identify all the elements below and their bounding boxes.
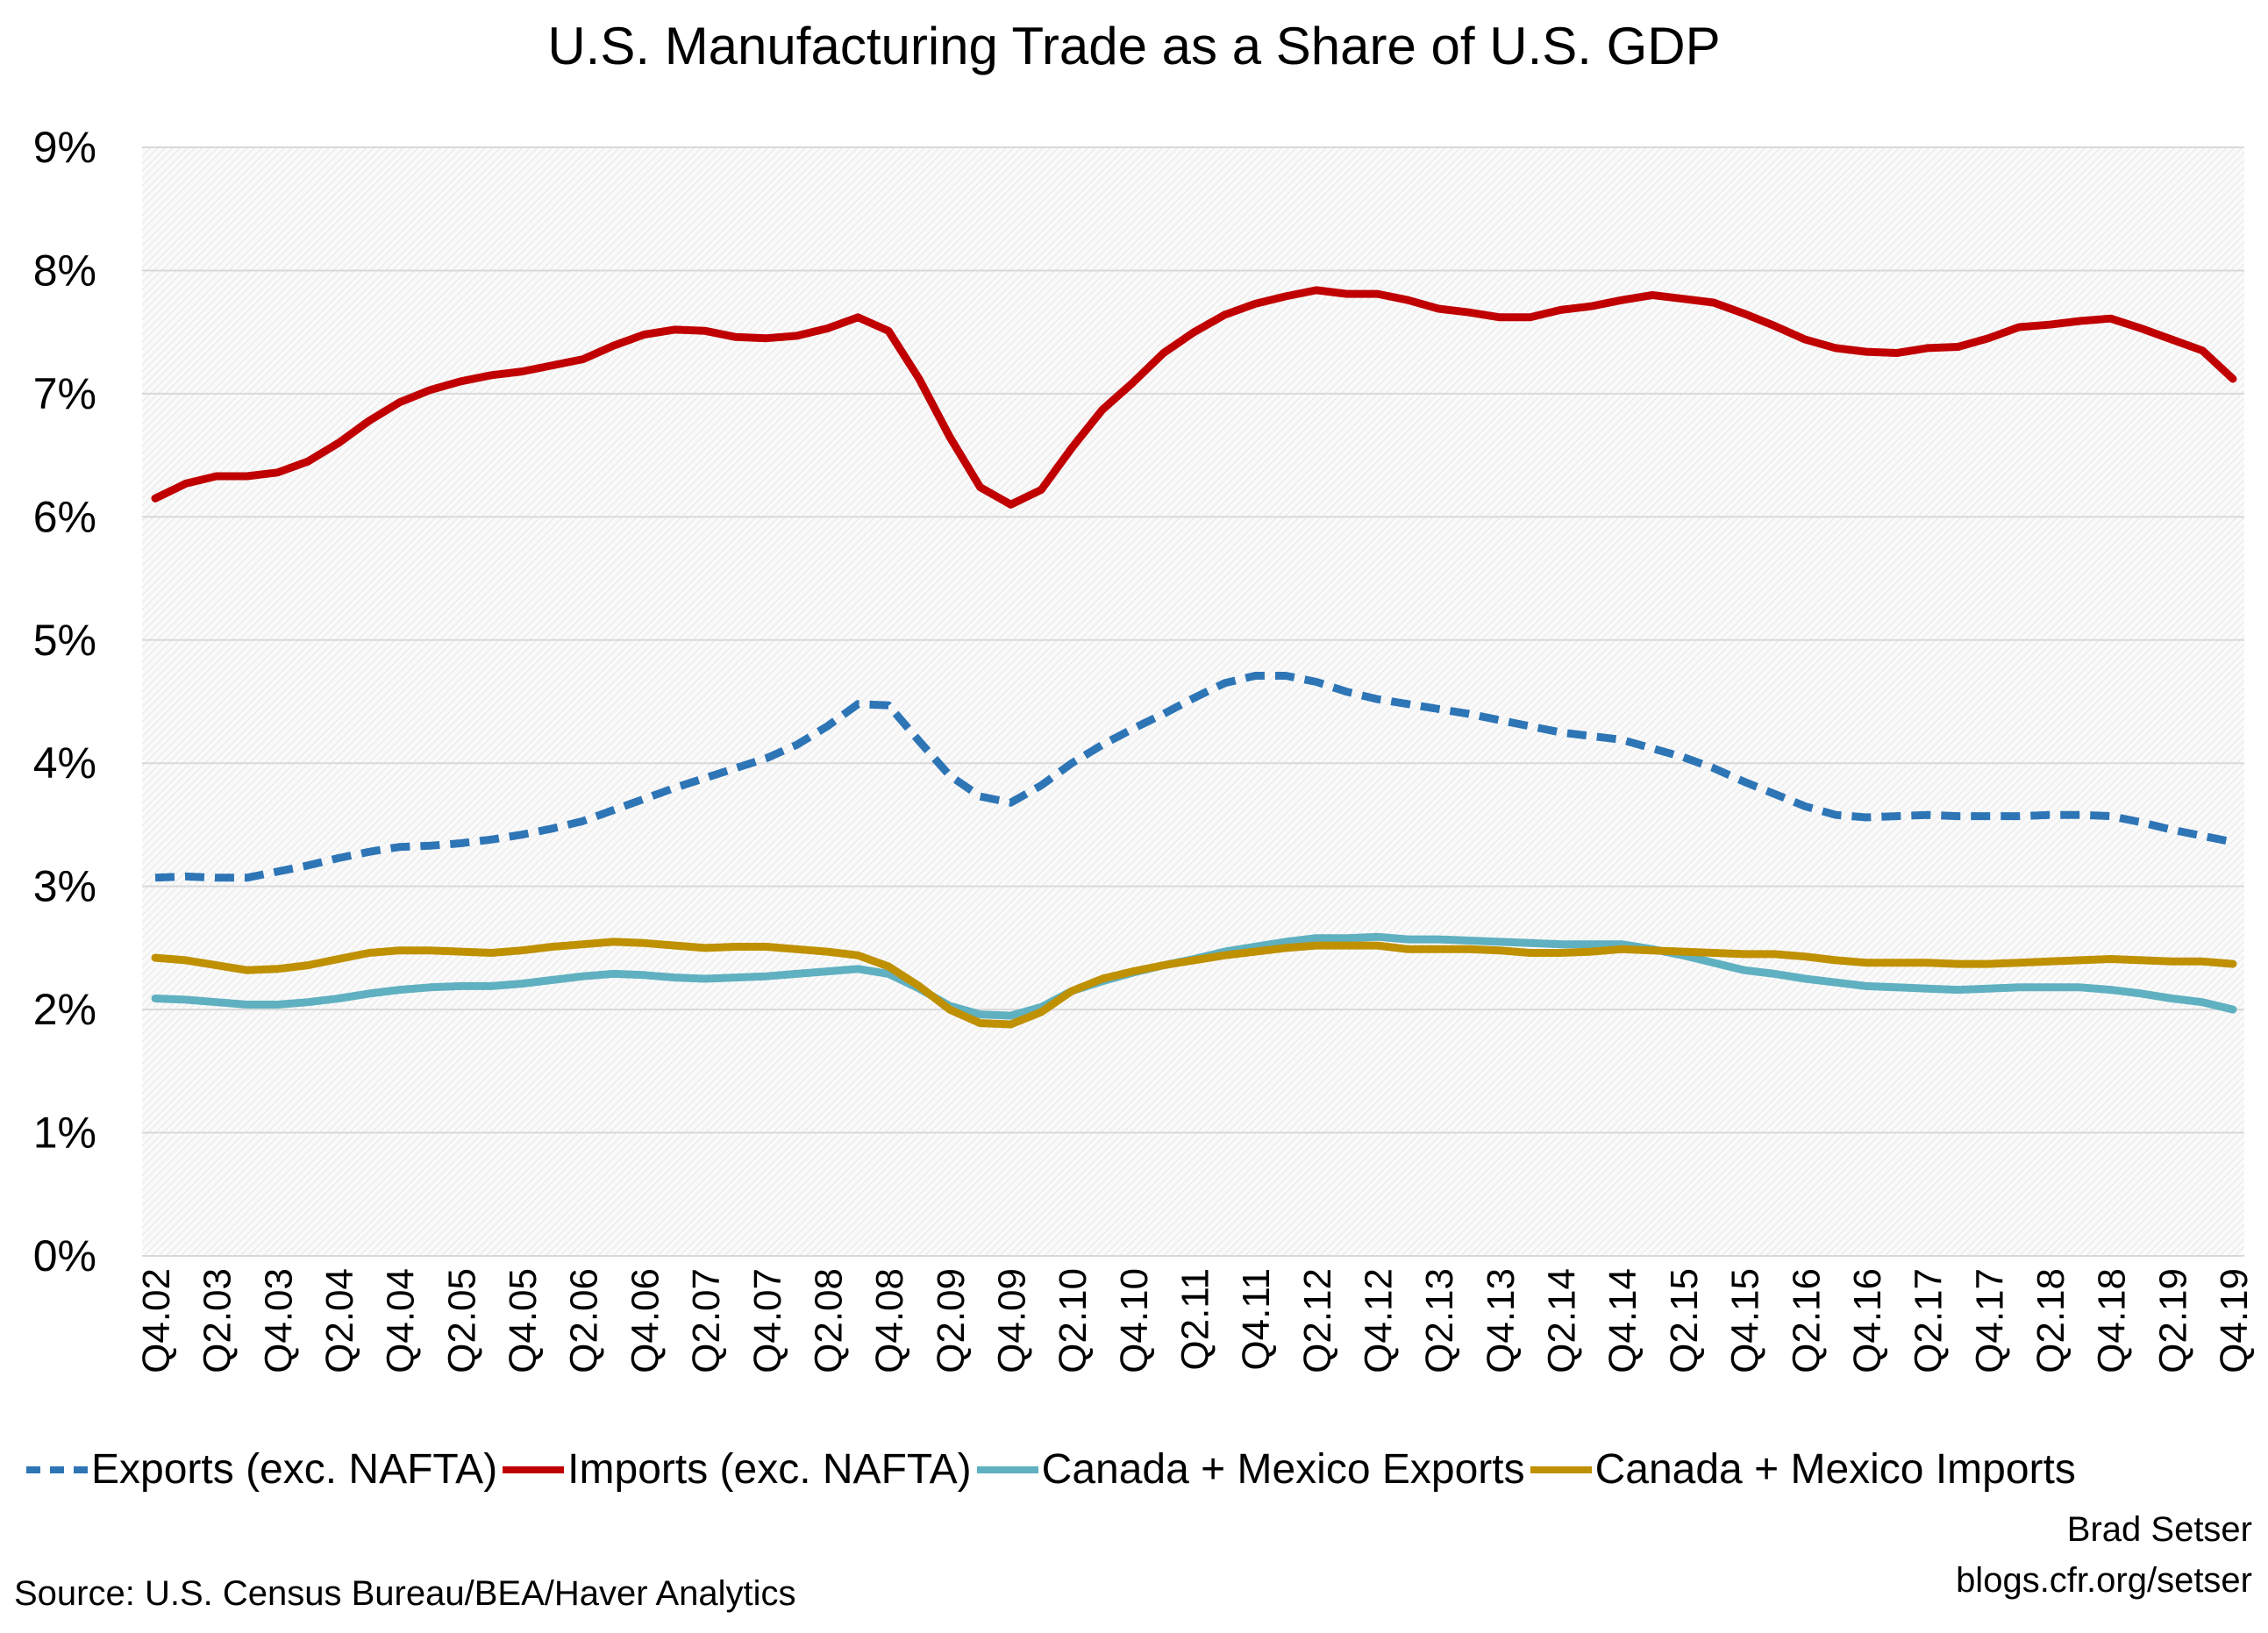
legend-label: Exports (exc. NAFTA) <box>91 1446 498 1493</box>
x-tick-label: Q4.12 <box>1358 1268 1401 1373</box>
y-tick-label: 2% <box>33 985 96 1034</box>
y-tick-label: 5% <box>33 616 96 665</box>
legend-swatch <box>1530 1465 1592 1473</box>
series-line-0 <box>154 672 2234 882</box>
x-tick-label: Q4.04 <box>380 1268 423 1373</box>
x-tick-label: Q2.19 <box>2151 1268 2194 1373</box>
x-tick-label: Q4.06 <box>624 1268 667 1373</box>
y-tick-label: 6% <box>33 492 96 541</box>
legend-item: Imports (exc. NAFTA) <box>503 1445 972 1494</box>
x-tick-label: Q2.16 <box>1785 1268 1828 1373</box>
x-tick-label: Q4.15 <box>1724 1268 1767 1373</box>
x-tick-label: Q2.11 <box>1174 1268 1217 1371</box>
x-tick-label: Q2.10 <box>1052 1268 1095 1373</box>
x-tick-label: Q2.17 <box>1908 1268 1951 1373</box>
y-tick-label: 0% <box>33 1231 96 1280</box>
x-tick-label: Q2.06 <box>563 1268 606 1373</box>
x-tick-label: Q2.07 <box>685 1268 728 1373</box>
x-tick-label: Q2.15 <box>1663 1268 1706 1373</box>
credit-url: blogs.cfr.org/setser <box>1956 1561 2252 1600</box>
legend-item: Canada + Mexico Imports <box>1530 1445 2076 1494</box>
x-tick-label: Q2.08 <box>807 1268 850 1373</box>
x-tick-label: Q2.04 <box>318 1268 361 1373</box>
x-tick-label: Q2.13 <box>1418 1268 1461 1373</box>
legend-swatch <box>503 1465 565 1473</box>
x-tick-label: Q4.11 <box>1235 1268 1278 1371</box>
y-tick-label: 4% <box>33 738 96 788</box>
y-tick-label: 9% <box>33 123 96 172</box>
x-tick-label: Q4.19 <box>2213 1268 2256 1373</box>
x-tick-label: Q4.13 <box>1480 1268 1523 1373</box>
legend-label: Canada + Mexico Imports <box>1594 1446 2076 1493</box>
legend-swatch <box>976 1465 1038 1473</box>
legend: Exports (exc. NAFTA) Imports (exc. NAFTA)… <box>26 1445 2081 1494</box>
y-tick-label: 1% <box>33 1109 96 1158</box>
x-tick-label: Q2.14 <box>1541 1268 1584 1373</box>
x-tick-label: Q4.03 <box>257 1268 300 1373</box>
credit-author: Brad Setser <box>2066 1510 2252 1549</box>
x-tick-label: Q2.05 <box>440 1268 483 1373</box>
x-tick-label: Q2.03 <box>196 1268 239 1373</box>
series-line-1 <box>151 286 2237 509</box>
x-tick-label: Q4.16 <box>1846 1268 1889 1373</box>
x-tick-label: Q4.14 <box>1601 1268 1644 1373</box>
x-tick-label: Q4.05 <box>502 1268 545 1373</box>
legend-label: Imports (exc. NAFTA) <box>567 1446 972 1493</box>
legend-item: Canada + Mexico Exports <box>976 1445 1525 1494</box>
legend-swatch <box>26 1465 88 1473</box>
y-tick-label: 3% <box>33 862 96 911</box>
x-tick-label: Q4.10 <box>1113 1268 1156 1373</box>
x-tick-label: Q4.02 <box>135 1268 178 1373</box>
chart-title: U.S. Manufacturing Trade as a Share of U… <box>547 17 1721 75</box>
x-tick-label: Q2.18 <box>2029 1268 2072 1373</box>
legend-item: Exports (exc. NAFTA) <box>26 1445 497 1494</box>
line-chart: 0% 1% 2% 3% 4% 5% 6% 7% 8% 9% Q4.02 Q2.03 Q4.03 Q2.0… <box>33 123 2256 1373</box>
x-tick-label: Q4.08 <box>868 1268 911 1373</box>
series-line-3 <box>151 938 2237 1029</box>
legend-label: Canada + Mexico Exports <box>1041 1446 1525 1493</box>
y-tick-label: 7% <box>33 369 96 418</box>
x-tick-label: Q2.12 <box>1296 1268 1339 1373</box>
x-tick-label: Q4.17 <box>1968 1268 2011 1373</box>
source-note: Source: U.S. Census Bureau/BEA/Haver Ana… <box>14 1574 796 1613</box>
x-tick-label: Q4.09 <box>990 1268 1033 1373</box>
x-tick-label: Q2.09 <box>930 1268 973 1373</box>
x-tick-label: Q4.07 <box>746 1268 789 1373</box>
y-tick-label: 8% <box>33 246 96 295</box>
x-tick-label: Q4.18 <box>2091 1268 2134 1373</box>
